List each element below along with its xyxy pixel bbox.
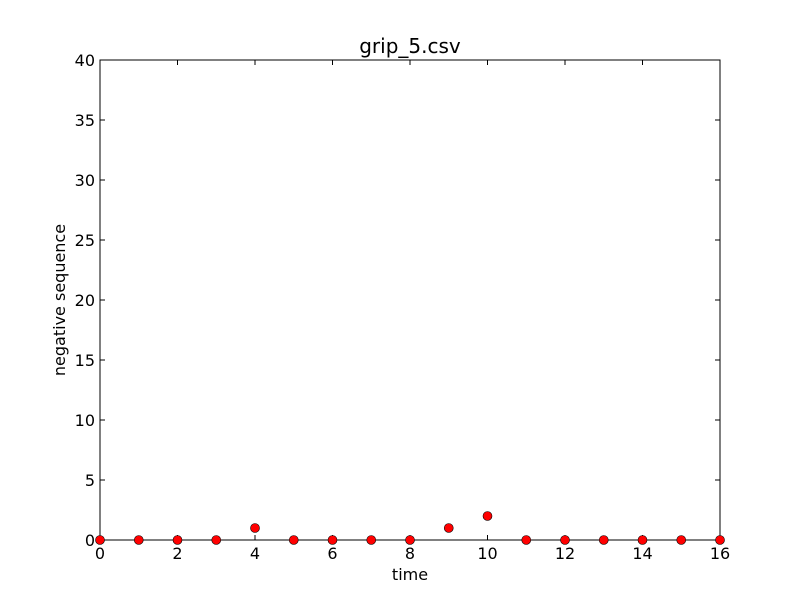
y-tick-label: 35	[75, 111, 95, 130]
x-tick-label: 6	[327, 544, 337, 563]
y-tick-label: 15	[75, 351, 95, 370]
data-point	[443, 523, 454, 533]
y-tick-label: 25	[75, 231, 95, 250]
data-point	[482, 511, 493, 521]
x-tick-label: 8	[405, 544, 415, 563]
data-point	[250, 523, 260, 533]
data-point	[133, 535, 144, 545]
data-point	[715, 535, 725, 545]
x-tick-label: 0	[95, 544, 105, 563]
data-point	[288, 535, 299, 545]
data-point	[676, 535, 687, 545]
data-point	[598, 535, 609, 545]
x-axis-label: time	[392, 565, 428, 584]
data-point	[366, 535, 377, 545]
x-tick-label: 2	[172, 544, 182, 563]
data-point	[327, 535, 338, 545]
data-point	[637, 535, 648, 545]
data-point	[211, 535, 222, 545]
y-tick-label: 5	[85, 471, 95, 490]
y-tick-label: 20	[75, 291, 95, 310]
y-tick-label: 0	[85, 531, 95, 550]
data-point	[95, 535, 105, 545]
chart-title: grip_5.csv	[359, 34, 461, 58]
x-tick-label: 16	[710, 544, 730, 563]
x-tick-label: 14	[632, 544, 652, 563]
data-point	[521, 535, 532, 545]
x-tick-label: 10	[477, 544, 497, 563]
y-tick-label: 40	[75, 51, 95, 70]
x-tick-label: 12	[555, 544, 575, 563]
data-point	[560, 535, 570, 545]
y-tick-label: 30	[75, 171, 95, 190]
x-tick-label: 4	[250, 544, 260, 563]
data-point	[172, 535, 183, 545]
plot-area	[99, 59, 721, 541]
y-tick-label: 10	[75, 411, 95, 430]
y-axis-label: negative sequence	[50, 224, 69, 376]
data-point	[405, 535, 415, 545]
data-points	[95, 511, 725, 545]
